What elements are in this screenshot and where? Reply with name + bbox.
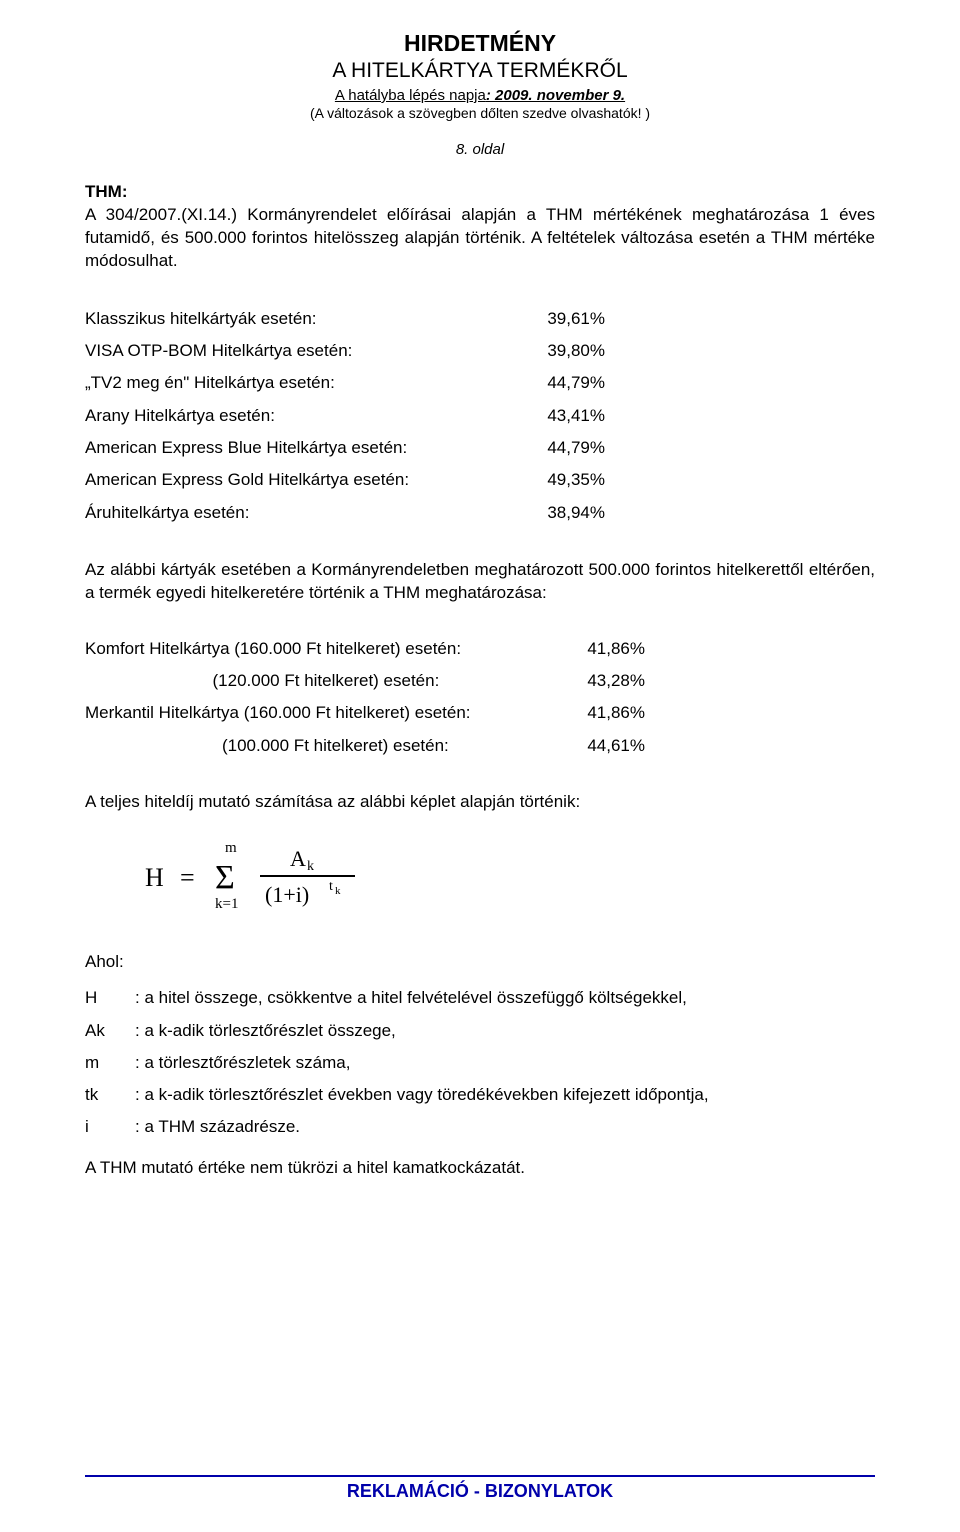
- footer: REKLAMÁCIÓ - BIZONYLATOK: [85, 1475, 875, 1502]
- page: HIRDETMÉNY A HITELKÁRTYA TERMÉKRŐL A hat…: [0, 0, 960, 1532]
- svg-text:=: =: [180, 863, 195, 892]
- rate-label: Áruhitelkártya esetén:: [85, 497, 515, 529]
- thm-paragraph: A 304/2007.(XI.14.) Kormányrendelet előí…: [85, 204, 875, 273]
- rate-label: American Express Gold Hitelkártya esetén…: [85, 464, 515, 496]
- svg-text:H: H: [145, 863, 164, 892]
- rate-value: 44,79%: [515, 367, 605, 399]
- rate-value: 41,86%: [555, 633, 645, 665]
- rate-value: 43,28%: [555, 665, 645, 697]
- effective-date: 2009. november 9.: [495, 87, 625, 104]
- definition-row: H : a hitel összege, csökkentve a hitel …: [85, 982, 875, 1014]
- formula-graphic: H = m Σ k=1 A k (1+i) t k: [135, 836, 875, 916]
- svg-text:A: A: [290, 846, 306, 871]
- definition-text: : a THM századrésze.: [135, 1111, 875, 1143]
- definition-symbol: H: [85, 982, 135, 1014]
- rate-value: 38,94%: [515, 497, 605, 529]
- definitions-title: Ahol:: [85, 946, 875, 978]
- definition-row: i : a THM századrésze.: [85, 1111, 875, 1143]
- definitions-closing: A THM mutató értéke nem tükrözi a hitel …: [85, 1152, 875, 1184]
- rate-row: „TV2 meg én" Hitelkártya esetén: 44,79%: [85, 367, 875, 399]
- definition-text: : a hitel összege, csökkentve a hitel fe…: [135, 982, 875, 1014]
- rate-row: Arany Hitelkártya esetén: 43,41%: [85, 400, 875, 432]
- definition-symbol: Ak: [85, 1015, 135, 1047]
- svg-text:t: t: [329, 879, 333, 894]
- definition-text: : a k-adik törlesztőrészlet összege,: [135, 1015, 875, 1047]
- date-colon: :: [486, 87, 495, 104]
- effective-date-line: A hatályba lépés napja: 2009. november 9…: [85, 87, 875, 105]
- rate-value: 43,41%: [515, 400, 605, 432]
- rate-label: „TV2 meg én" Hitelkártya esetén:: [85, 367, 515, 399]
- rates-block-2: Komfort Hitelkártya (160.000 Ft hitelker…: [85, 633, 875, 762]
- definition-row: tk : a k-adik törlesztőrészlet években v…: [85, 1079, 875, 1111]
- rate-value: 39,80%: [515, 335, 605, 367]
- header-note: (A változások a szövegben dőlten szedve …: [85, 105, 875, 121]
- rate-row: Merkantil Hitelkártya (160.000 Ft hitelk…: [85, 697, 875, 729]
- definition-row: Ak : a k-adik törlesztőrészlet összege,: [85, 1015, 875, 1047]
- rate-value: 49,35%: [515, 464, 605, 496]
- rate-label: Komfort Hitelkártya (160.000 Ft hitelker…: [85, 633, 555, 665]
- formula-intro: A teljes hiteldíj mutató számítása az al…: [85, 792, 875, 812]
- rate-label: Klasszikus hitelkártyák esetén:: [85, 303, 515, 335]
- svg-text:Σ: Σ: [215, 859, 235, 896]
- definition-symbol: m: [85, 1047, 135, 1079]
- document-title: HIRDETMÉNY: [85, 30, 875, 57]
- rate-row: (100.000 Ft hitelkeret) esetén: 44,61%: [85, 730, 875, 762]
- svg-text:m: m: [225, 840, 237, 856]
- rates-block-1: Klasszikus hitelkártyák esetén: 39,61% V…: [85, 303, 875, 529]
- definition-symbol: i: [85, 1111, 135, 1143]
- rate-label: (120.000 Ft hitelkeret) esetén:: [85, 665, 555, 697]
- rate-value: 39,61%: [515, 303, 605, 335]
- rate-label: VISA OTP-BOM Hitelkártya esetén:: [85, 335, 515, 367]
- footer-text: REKLAMÁCIÓ - BIZONYLATOK: [85, 1481, 875, 1502]
- svg-text:k=1: k=1: [215, 896, 238, 912]
- definition-symbol: tk: [85, 1079, 135, 1111]
- rate-row: American Express Gold Hitelkártya esetén…: [85, 464, 875, 496]
- rate-value: 44,61%: [555, 730, 645, 762]
- thm-label: THM:: [85, 182, 875, 202]
- svg-text:k: k: [335, 885, 341, 897]
- rate-value: 41,86%: [555, 697, 645, 729]
- svg-text:k: k: [307, 859, 314, 874]
- rate-row: (120.000 Ft hitelkeret) esetén: 43,28%: [85, 665, 875, 697]
- rate-row: Komfort Hitelkártya (160.000 Ft hitelker…: [85, 633, 875, 665]
- svg-text:(1+i): (1+i): [265, 882, 309, 907]
- rate-value: 44,79%: [515, 432, 605, 464]
- definition-text: : a törlesztőrészletek száma,: [135, 1047, 875, 1079]
- rate-label: (100.000 Ft hitelkeret) esetén:: [85, 730, 555, 762]
- document-subtitle: A HITELKÁRTYA TERMÉKRŐL: [85, 59, 875, 83]
- rate-label: Arany Hitelkártya esetén:: [85, 400, 515, 432]
- header: HIRDETMÉNY A HITELKÁRTYA TERMÉKRŐL A hat…: [85, 30, 875, 121]
- definition-row: m : a törlesztőrészletek száma,: [85, 1047, 875, 1079]
- rate-row: VISA OTP-BOM Hitelkártya esetén: 39,80%: [85, 335, 875, 367]
- rate-label: Merkantil Hitelkártya (160.000 Ft hitelk…: [85, 697, 555, 729]
- rate-row: American Express Blue Hitelkártya esetén…: [85, 432, 875, 464]
- page-number: 8. oldal: [85, 141, 875, 158]
- mid-paragraph: Az alábbi kártyák esetében a Kormányrend…: [85, 559, 875, 605]
- rate-row: Klasszikus hitelkártyák esetén: 39,61%: [85, 303, 875, 335]
- definitions: Ahol: H : a hitel összege, csökkentve a …: [85, 946, 875, 1184]
- rate-label: American Express Blue Hitelkártya esetén…: [85, 432, 515, 464]
- date-prefix: A hatályba lépés napja: [335, 87, 486, 104]
- definition-text: : a k-adik törlesztőrészlet években vagy…: [135, 1079, 875, 1111]
- rate-row: Áruhitelkártya esetén: 38,94%: [85, 497, 875, 529]
